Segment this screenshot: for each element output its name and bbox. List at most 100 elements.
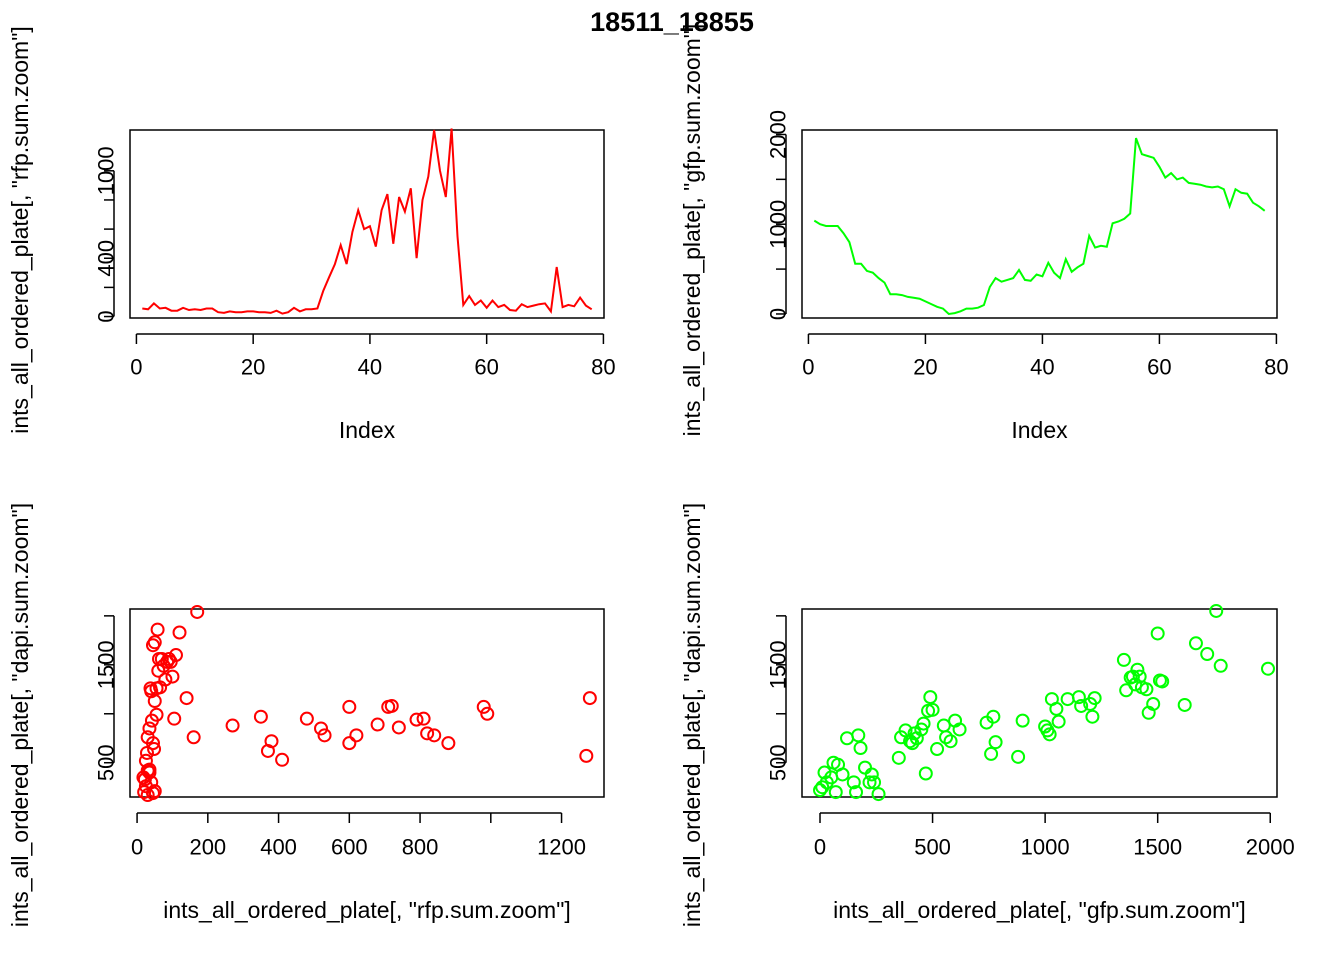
data-point [936,718,951,733]
data-point [1074,698,1089,713]
plot-frame [801,608,1278,798]
data-point [1125,669,1140,684]
x-axis-label: ints_all_ordered_plate[, "gfp.sum.zoom"] [833,897,1246,923]
data-point [1042,727,1057,742]
x-tick-label: 20 [241,355,265,380]
data-point [1049,701,1064,716]
data-point [984,746,999,761]
data-point [427,728,442,743]
data-point [349,728,364,743]
data-point [145,638,160,653]
y-axis-label: ints_all_ordered_plate[, "rfp.sum.zoom"] [7,26,33,434]
x-tick-label: 40 [1030,355,1054,380]
data-point [1015,713,1030,728]
data-point [1155,674,1170,689]
x-tick-label: 0 [814,835,826,860]
x-tick-label: 0 [130,355,142,380]
x-tick-label: 40 [358,355,382,380]
data-point [828,785,843,800]
data-point [1209,603,1224,618]
x-tick-label: 60 [474,355,498,380]
data-point [1146,696,1161,711]
data-point [342,736,357,751]
data-point [1177,697,1192,712]
data-point [147,742,162,757]
data-point [225,718,240,733]
data-point [849,785,864,800]
y-tick-label: 500 [94,744,119,781]
y-axis-label: ints_all_ordered_plate[, "dapi.sum.zoom"… [7,503,33,927]
y-tick-label: 2000 [766,110,791,159]
data-point [858,760,873,775]
x-axis-label: Index [339,417,396,443]
data-point [871,787,886,802]
y-tick-label: 400 [94,240,119,277]
x-tick-label: 80 [591,355,615,380]
figure-title: 18511_18855 [590,7,754,37]
x-tick-label: 500 [914,835,951,860]
data-point [916,716,931,731]
data-point [370,717,385,732]
data-point [172,625,187,640]
data-point [1116,652,1131,667]
data-point [918,766,933,781]
data-point [144,713,159,728]
x-tick-label: 1200 [537,835,586,860]
y-tick-label: 1000 [94,146,119,195]
data-point [853,741,868,756]
data-point [275,752,290,767]
data-point [1087,691,1102,706]
data-point [441,736,456,751]
x-tick-label: 2000 [1246,835,1295,860]
data-point [846,775,861,790]
data-point [579,748,594,763]
plot-panel-4: 0 500 1000 1500 2000 500 1500 ints_all_ordered_… [679,503,1295,927]
y-axis-label: ints_all_ordered_plate[, "gfp.sum.zoom"] [679,24,705,437]
x-tick-label: 1000 [1021,835,1070,860]
data-point [1130,662,1145,677]
data-point [923,690,938,705]
data-point [1051,714,1066,729]
x-tick-label: 1500 [1133,835,1182,860]
x-tick-label: 60 [1147,355,1171,380]
data-point [1200,647,1215,662]
data-point [179,691,194,706]
y-tick-label: 0 [94,310,119,322]
x-tick-label: 0 [802,355,814,380]
data-point [1188,636,1203,651]
data-point [986,709,1001,724]
data-point [952,722,967,737]
data-point [168,648,183,663]
data-point [476,699,491,714]
data-point [416,711,431,726]
data-point [384,698,399,713]
data-point [1128,677,1143,692]
x-tick-label: 20 [913,355,937,380]
data-point [582,691,597,706]
data-point [147,784,162,799]
data-point [1071,690,1086,705]
data-point [930,742,945,757]
plot-panel-2: 0 20 40 60 80 0 1000 2000 Index ints_all_ordered_… [679,24,1289,443]
data-point [165,669,180,684]
data-point [420,726,435,741]
data-point [253,709,268,724]
data-point [299,711,314,726]
y-tick-label: 1000 [766,200,791,249]
data-point [150,622,165,637]
x-tick-label: 800 [402,835,439,860]
data-point [1139,682,1154,697]
data-point [1085,709,1100,724]
data-point [167,711,182,726]
data-point [862,775,877,790]
x-tick-label: 400 [260,835,297,860]
data-point [1150,626,1165,641]
data-point [1260,661,1275,676]
data-point [1213,658,1228,673]
data-point [190,604,205,619]
data-point [867,775,882,790]
plot-frame [129,608,605,798]
data-point [264,734,279,749]
y-tick-label: 500 [766,744,791,781]
